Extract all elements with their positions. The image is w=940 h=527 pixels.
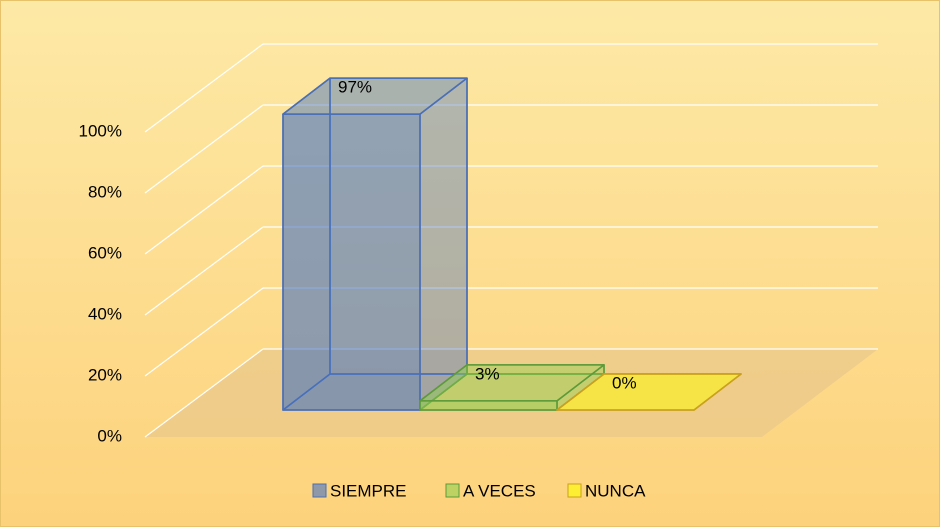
grid-line	[144, 287, 264, 377]
legend-swatch	[567, 483, 582, 498]
grid-line	[144, 43, 264, 133]
y-tick-label: 80%	[88, 182, 122, 201]
legend-label: NUNCA	[585, 481, 646, 500]
y-tick-label: 0%	[97, 426, 122, 445]
y-tick-label: 100%	[79, 121, 122, 140]
bar-top	[556, 373, 742, 411]
grid-line	[144, 165, 264, 255]
bar-side	[419, 77, 468, 411]
grid-line	[144, 226, 264, 316]
y-tick-label: 40%	[88, 304, 122, 323]
y-tick-label: 20%	[88, 365, 122, 384]
legend-label: A VECES	[463, 481, 536, 500]
bar-front	[419, 400, 558, 411]
legend-swatch	[445, 483, 460, 498]
data-label: 3%	[475, 364, 500, 383]
data-label: 97%	[338, 78, 372, 97]
y-tick-label: 60%	[88, 243, 122, 262]
legend-swatch	[312, 483, 327, 498]
bar-front	[282, 113, 421, 411]
grid-line	[144, 104, 264, 194]
grid-line	[144, 348, 264, 438]
legend-label: SIEMPRE	[330, 481, 407, 500]
data-label: 0%	[612, 373, 637, 392]
